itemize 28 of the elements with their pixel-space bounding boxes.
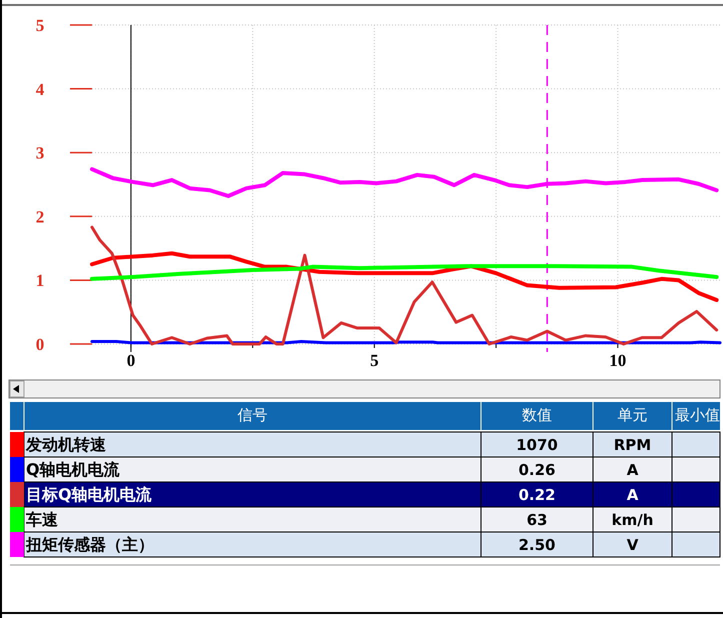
text: km/h (612, 511, 654, 529)
legend-label: 车速 (25, 510, 59, 529)
text: 2.50 (518, 536, 556, 554)
text: 63 (526, 511, 548, 529)
text: 1070 (516, 436, 558, 454)
x-tick-label: 5 (370, 351, 379, 370)
text: 单元 (618, 406, 648, 424)
text: 最小值 (675, 406, 720, 424)
text: 0.22 (518, 486, 556, 504)
text: 0.26 (518, 461, 556, 479)
x-tick-label: 0 (126, 351, 136, 370)
legend-title: 信号 (238, 406, 268, 424)
y-tick-label: 5 (36, 16, 44, 35)
y-tick-label: 2 (36, 207, 44, 226)
x-tick-label: 10 (609, 351, 626, 370)
text: 数值 (522, 406, 552, 424)
text: A (626, 461, 639, 479)
y-tick-label: 3 (36, 144, 44, 163)
text: RPM (614, 436, 652, 454)
y-tick-label: 4 (36, 80, 45, 99)
text: V (626, 536, 639, 554)
legend-label: Q轴电机电流 (26, 460, 121, 479)
legend-label: 目标Q轴电机电流 (26, 485, 153, 504)
y-tick-label: 1 (36, 271, 44, 290)
y-tick-label: 0 (36, 334, 44, 354)
legend-label: 扭矩传感器（主） (25, 535, 154, 554)
text: A (626, 486, 639, 504)
legend-label: 发动机转速 (25, 435, 107, 454)
